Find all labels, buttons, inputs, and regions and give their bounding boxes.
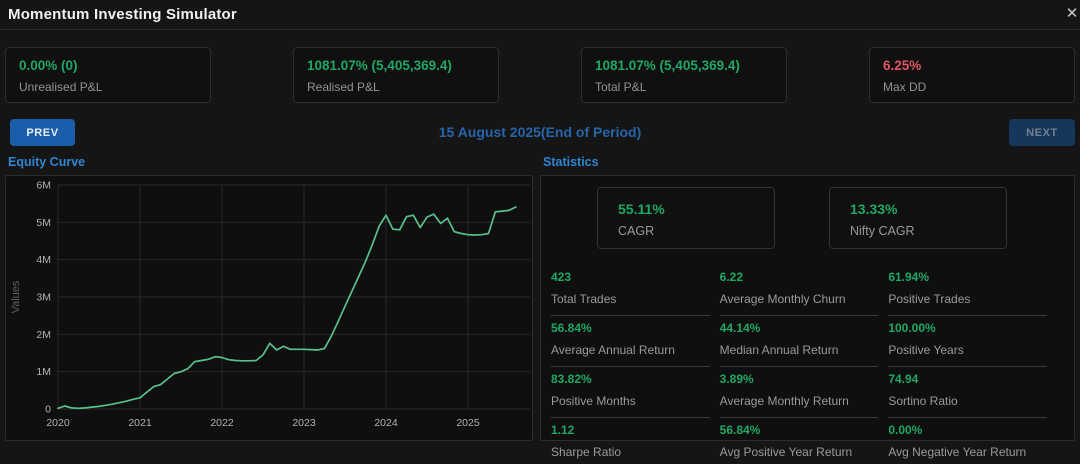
max-dd-label: Max DD [883,80,927,94]
stats-grid: 423 Total Trades 6.22 Average Monthly Ch… [551,265,1047,464]
stat-label: Positive Years [888,343,964,357]
prev-button[interactable]: PREV [10,119,75,146]
stat-label: Median Annual Return [719,343,839,357]
realised-pnl-label: Realised P&L [307,80,380,94]
stat-value: 6.22 [719,270,744,284]
svg-text:5M: 5M [36,217,51,229]
stat-value: 74.94 [888,372,919,386]
stat-label: Average Monthly Return [719,394,849,408]
stat-sortino-ratio: 74.94 Sortino Ratio [888,367,1047,418]
close-icon[interactable]: ✕ [1065,5,1079,22]
cagr-card: 55.11% CAGR [597,187,775,249]
stat-avg-monthly-churn: 6.22 Average Monthly Churn [719,265,879,316]
stat-total-trades: 423 Total Trades [551,265,710,316]
total-pnl-value: 1081.07% (5,405,369.4) [595,58,740,73]
svg-text:Values: Values [10,280,22,313]
stat-value: 83.82% [551,372,592,386]
svg-text:4M: 4M [36,254,51,266]
stat-label: Sortino Ratio [888,394,958,408]
max-dd-card: 6.25% Max DD [869,47,1075,103]
svg-text:2022: 2022 [210,417,234,429]
realised-pnl-card: 1081.07% (5,405,369.4) Realised P&L [293,47,499,103]
total-pnl-card: 1081.07% (5,405,369.4) Total P&L [581,47,787,103]
svg-text:1M: 1M [36,366,51,378]
svg-text:2024: 2024 [374,417,398,429]
main-content: Equity Curve 0 1M 2M 3M 4M 5M 6M 2020 2021 2022 20… [5,155,1075,459]
equity-curve-chart: 0 1M 2M 3M 4M 5M 6M 2020 2021 2022 2023 2024 2025 Val… [10,180,530,429]
nifty-cagr-label: Nifty CAGR [850,224,915,238]
stat-positive-years: 100.00% Positive Years [888,316,1047,367]
max-dd-value: 6.25% [883,58,922,73]
stat-label: Avg Positive Year Return [719,445,853,459]
unrealised-pnl-value: 0.00% (0) [19,58,78,73]
stat-avg-annual-return: 56.84% Average Annual Return [551,316,710,367]
stat-avg-monthly-return: 3.89% Average Monthly Return [719,367,879,418]
cagr-value: 55.11% [618,201,665,217]
stat-label: Positive Trades [888,292,971,306]
stat-value: 0.00% [888,423,923,437]
stat-avg-negative-year-return: 0.00% Avg Negative Year Return [888,418,1047,464]
stat-value: 44.14% [719,321,761,335]
page-title: Momentum Investing Simulator [8,6,237,23]
stat-label: Avg Negative Year Return [888,445,1027,459]
statistics-panel: 55.11% CAGR 13.33% Nifty CAGR 423 Total … [540,175,1075,459]
summary-cards: 0.00% (0) Unrealised P&L 1081.07% (5,405… [5,47,1075,103]
total-pnl-label: Total P&L [595,80,647,94]
stat-label: Average Monthly Churn [719,292,846,306]
stat-value: 56.84% [719,423,761,437]
stat-value: 61.94% [888,270,930,284]
period-nav: PREV 15 August 2025(End of Period) NEXT [0,119,1080,147]
nifty-cagr-value: 13.33% [850,201,898,217]
next-button[interactable]: NEXT [1009,119,1075,146]
stat-label: Average Annual Return [551,343,675,357]
cagr-label: CAGR [618,224,655,238]
realised-pnl-value: 1081.07% (5,405,369.4) [307,58,452,73]
period-date: 15 August 2025(End of Period) [438,124,642,140]
svg-text:0: 0 [45,404,51,416]
stat-label: Positive Months [551,394,636,408]
equity-curve-panel: 0 1M 2M 3M 4M 5M 6M 2020 2021 2022 2023 2024 2025 Val… [5,175,533,441]
stat-positive-months: 83.82% Positive Months [551,367,710,418]
stat-label: Total Trades [551,292,617,306]
statistics-section: Statistics 55.11% CAGR 13.33% Nifty CAGR… [540,155,1075,459]
statistics-title: Statistics [543,155,599,169]
unrealised-pnl-card: 0.00% (0) Unrealised P&L [5,47,211,103]
stat-value: 423 [551,270,572,284]
unrealised-pnl-label: Unrealised P&L [19,80,103,94]
stat-value: 100.00% [888,321,936,335]
svg-text:2M: 2M [36,329,51,341]
equity-curve-title: Equity Curve [8,155,86,169]
window-header: Momentum Investing Simulator ✕ [0,0,1080,30]
nifty-cagr-card: 13.33% Nifty CAGR [829,187,1007,249]
cagr-cards: 55.11% CAGR 13.33% Nifty CAGR [597,187,1074,249]
stat-value: 3.89% [719,372,754,386]
stat-sharpe-ratio: 1.12 Sharpe Ratio [551,418,710,464]
svg-text:2023: 2023 [292,417,316,429]
stat-positive-trades: 61.94% Positive Trades [888,265,1047,316]
stat-value: 1.12 [551,423,575,437]
stat-value: 56.84% [551,321,592,335]
svg-text:3M: 3M [36,292,51,304]
svg-text:2020: 2020 [46,417,70,429]
stat-median-annual-return: 44.14% Median Annual Return [719,316,879,367]
svg-text:6M: 6M [36,180,51,192]
svg-text:2021: 2021 [128,417,152,429]
stat-label: Sharpe Ratio [551,445,622,459]
svg-text:2025: 2025 [456,417,480,429]
stat-avg-positive-year-return: 56.84% Avg Positive Year Return [720,418,879,464]
equity-curve-section: Equity Curve 0 1M 2M 3M 4M 5M 6M 2020 2021 2022 20… [5,155,533,441]
